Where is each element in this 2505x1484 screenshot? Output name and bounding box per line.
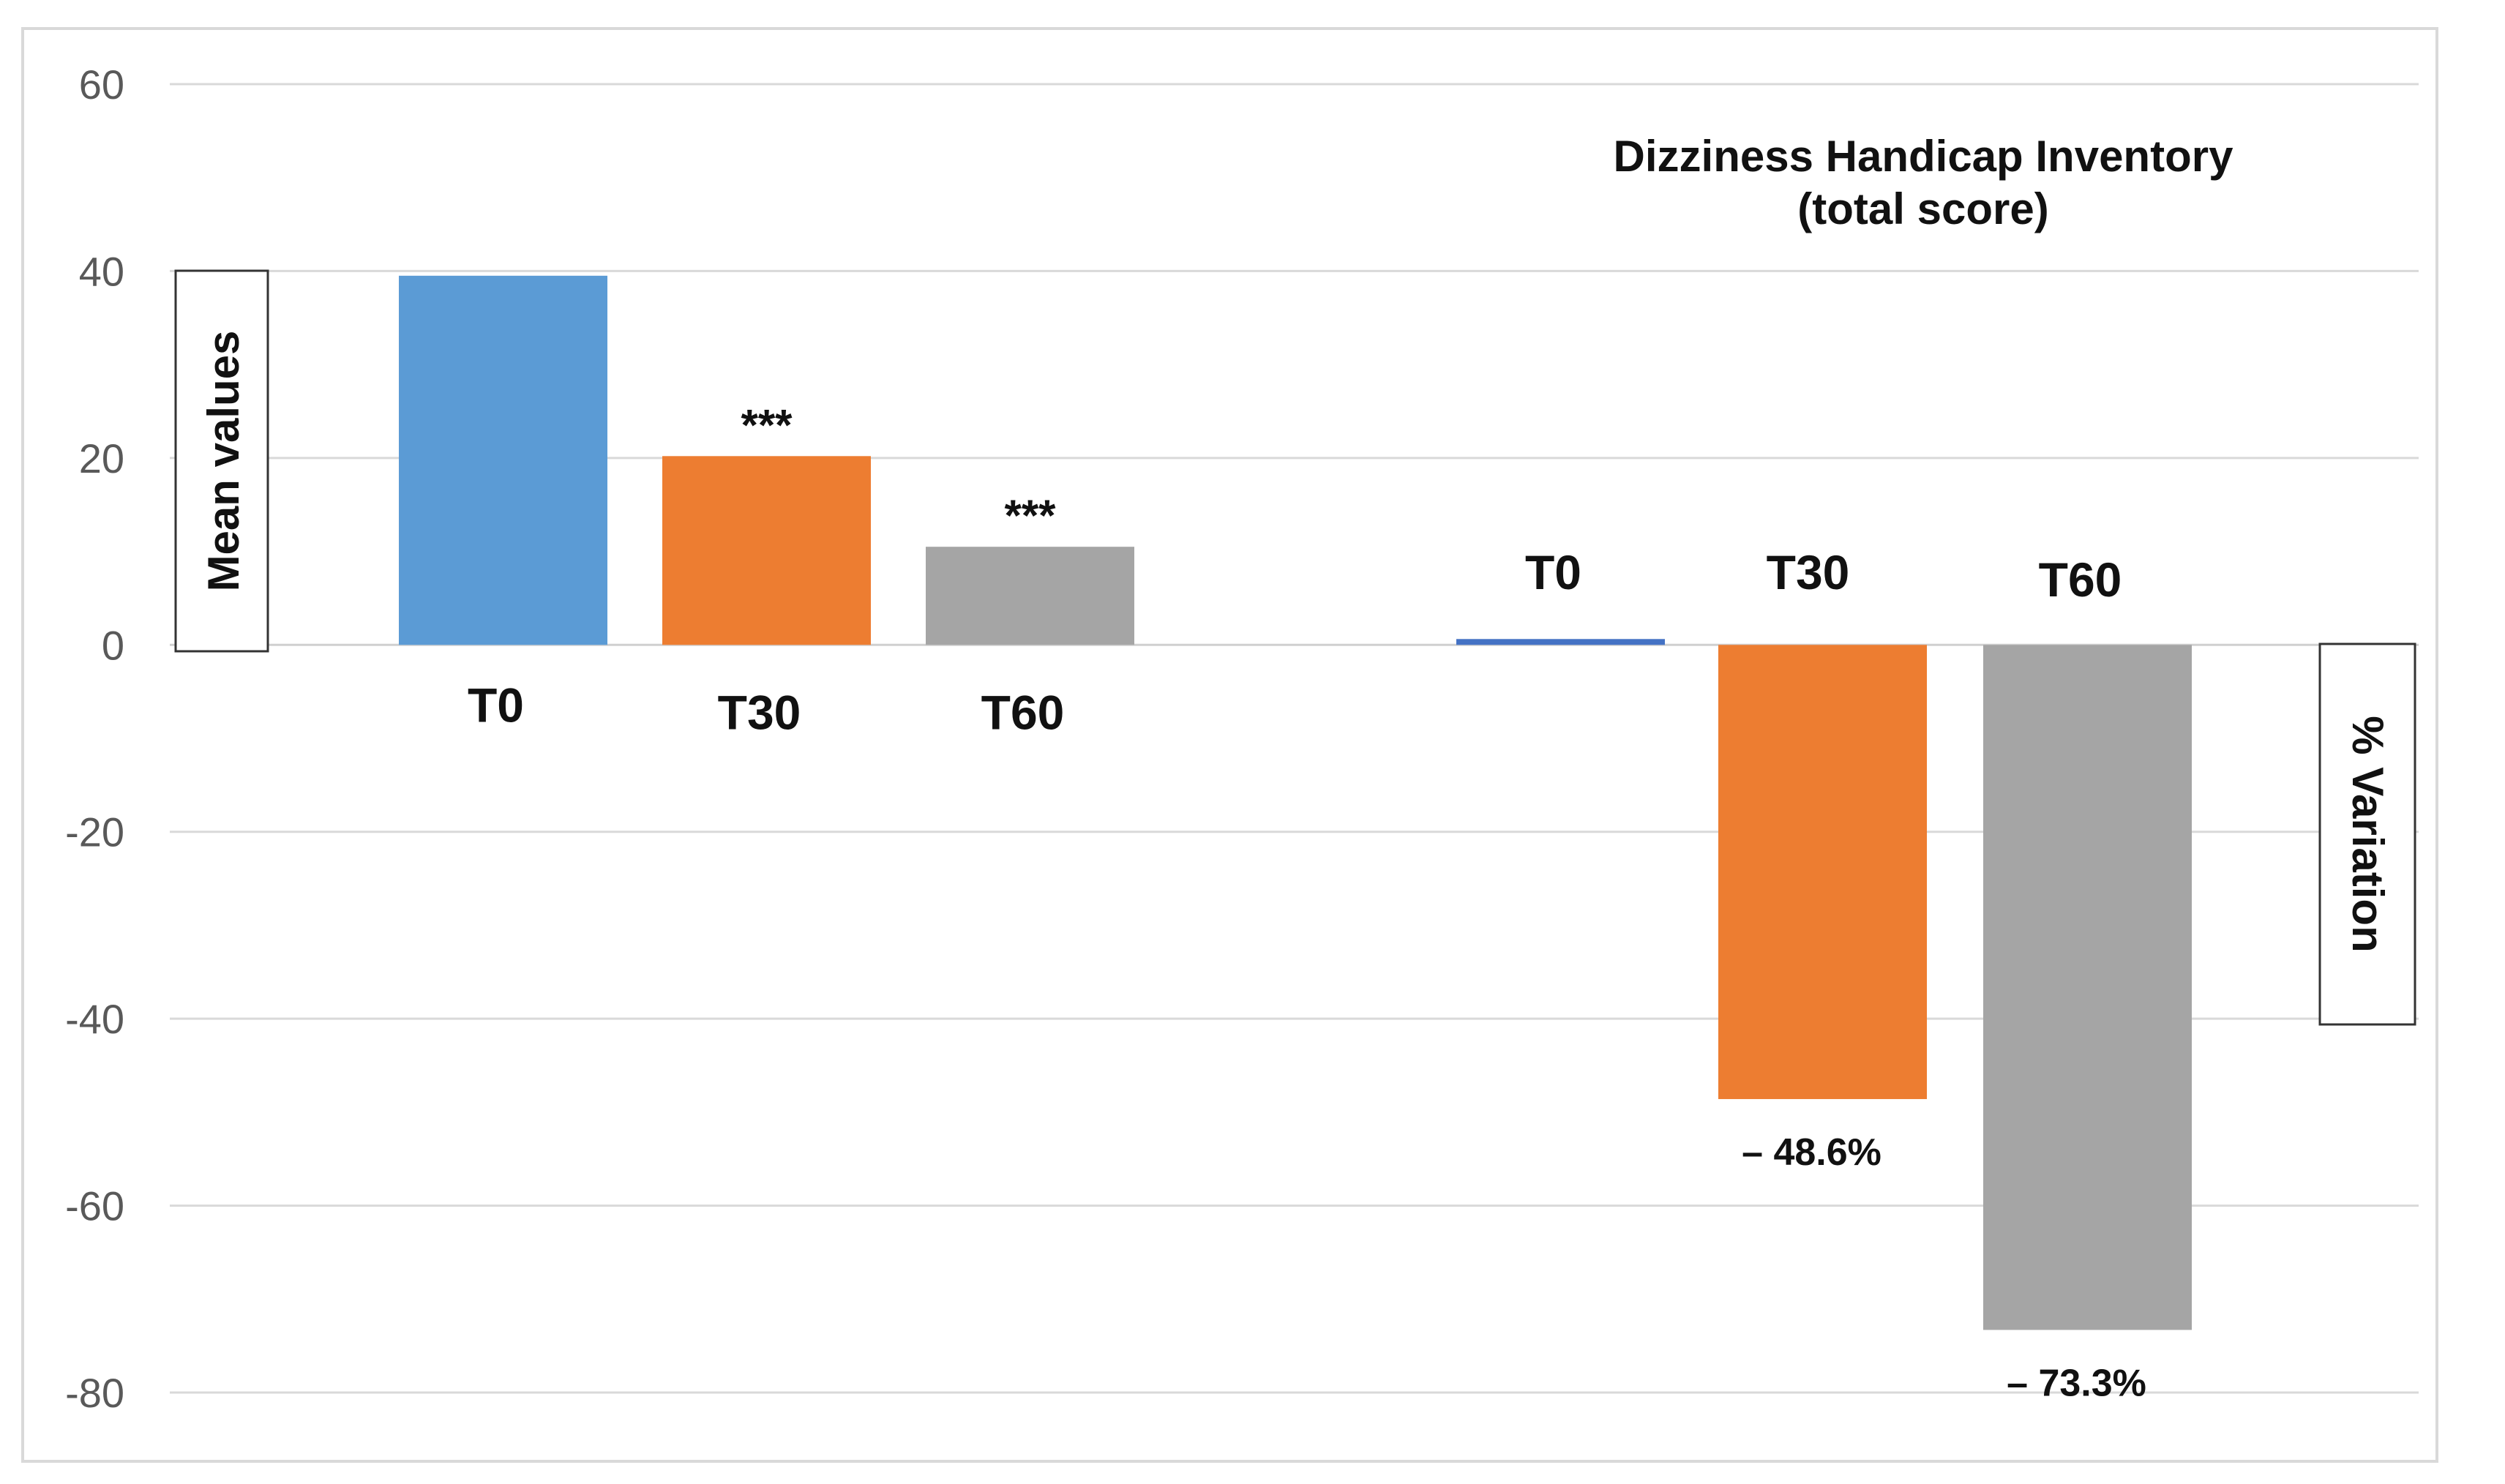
category-label: T30	[1767, 545, 1850, 599]
bar-mean-t60	[926, 547, 1134, 645]
left-axis-label-box	[174, 269, 269, 653]
bar-variation-t60	[1983, 645, 2192, 1330]
bar-labels: T0 T30 *** T60 *** T0 T30 – 48.6% T60 – 73.3%	[468, 400, 2146, 1404]
y-tick-label: -20	[65, 809, 124, 855]
y-tick-label: -80	[65, 1370, 124, 1416]
category-label: T0	[468, 678, 524, 732]
y-axis-ticks: 60 40 20 0 -20 -40 -60 -80	[65, 61, 124, 1416]
right-axis-label: % Variation	[2343, 716, 2392, 952]
bar-variation-t30	[1718, 645, 1927, 1099]
left-axis-label: Mean values	[199, 331, 248, 592]
y-tick-label: 20	[79, 435, 124, 481]
y-tick-label: -60	[65, 1183, 124, 1229]
chart-title-line-1: Dizziness Handicap Inventory	[1614, 132, 2234, 181]
category-label: T30	[718, 685, 801, 739]
category-label: T60	[2039, 552, 2122, 607]
bars	[399, 275, 2192, 1330]
significance-label: ***	[1004, 491, 1056, 540]
bar-mean-t0	[399, 275, 607, 645]
bar-variation-t0	[1456, 639, 1665, 645]
category-label: T0	[1525, 545, 1581, 599]
significance-label: ***	[741, 400, 793, 449]
value-label: – 73.3%	[2007, 1362, 2146, 1404]
bar-mean-t30	[662, 456, 871, 645]
right-axis-label-box	[2318, 642, 2416, 1026]
y-tick-label: 60	[79, 61, 124, 108]
value-label: – 48.6%	[1742, 1131, 1881, 1174]
chart-title-line-2: (total score)	[1797, 184, 2048, 233]
category-label: T60	[981, 685, 1065, 739]
y-tick-label: -40	[65, 996, 124, 1042]
y-tick-label: 0	[102, 622, 124, 668]
y-tick-label: 40	[79, 248, 124, 294]
